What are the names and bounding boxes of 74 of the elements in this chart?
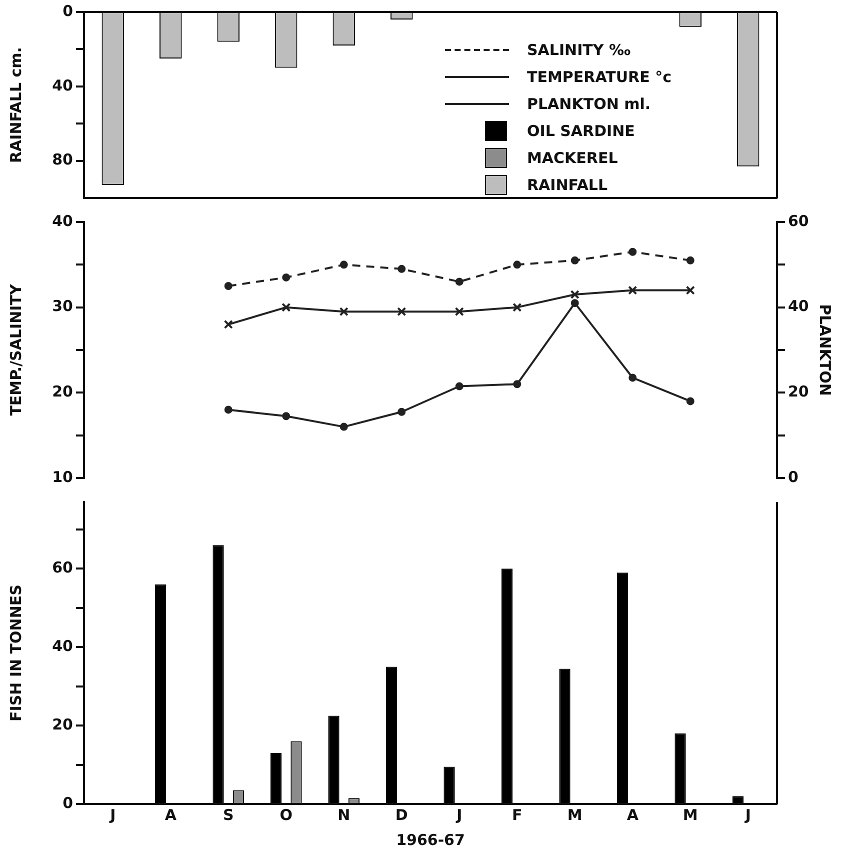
legend-label: TEMPERATURE °c <box>527 68 672 86</box>
y-tick-label: 20 <box>52 715 73 734</box>
bar <box>674 733 686 803</box>
point <box>628 374 637 382</box>
y-axis-title: FISH IN TONNES <box>6 584 25 722</box>
x-tick-label: O <box>280 806 293 824</box>
point <box>455 278 464 286</box>
point <box>282 412 290 420</box>
point <box>340 260 348 269</box>
x-tick-label: D <box>395 806 408 824</box>
bar <box>328 716 340 803</box>
point <box>340 422 348 431</box>
x-tick-label: M <box>682 806 698 824</box>
point <box>397 307 406 316</box>
legend-label: PLANKTON ml. <box>527 94 651 112</box>
point <box>339 307 348 316</box>
x-tick-label: M <box>567 806 582 824</box>
legend-label: SALINITY ‰ <box>527 40 631 58</box>
bar <box>559 668 570 803</box>
point <box>570 299 579 308</box>
bar <box>154 584 166 803</box>
point <box>570 290 580 300</box>
legend-label: OIL SARDINE <box>527 122 635 140</box>
bar <box>616 572 628 803</box>
y2-tick-label: 40 <box>788 297 809 316</box>
y-tick-label: 10 <box>52 468 73 486</box>
x-tick-label: J <box>744 806 751 824</box>
point <box>282 273 290 282</box>
y2-tick-label: 0 <box>788 468 798 486</box>
x-axis-title: 1966-67 <box>396 830 465 849</box>
bar <box>444 766 455 803</box>
point <box>628 248 637 256</box>
point <box>224 406 232 414</box>
bar <box>270 753 282 803</box>
legend-label: MACKEREL <box>527 148 618 166</box>
y-tick-label: 60 <box>52 558 73 577</box>
y-axis-title: RAINFALL cm. <box>6 47 25 163</box>
point <box>398 264 406 273</box>
y-tick-label: 0 <box>62 794 73 812</box>
y2-axis-title: PLANKTON <box>816 304 834 396</box>
x-tick-label: F <box>512 806 522 824</box>
point <box>628 286 638 295</box>
x-tick-label: A <box>164 806 177 824</box>
y-tick-label: 40 <box>52 76 73 94</box>
y-tick-label: 20 <box>52 382 73 401</box>
bar <box>212 545 224 803</box>
point <box>686 397 694 406</box>
x-tick-label: J <box>456 806 462 824</box>
point <box>455 382 464 390</box>
point <box>570 256 579 264</box>
y2-tick-label: 60 <box>788 212 809 230</box>
y-tick-label: 80 <box>52 150 73 169</box>
point <box>398 408 406 416</box>
y-tick-label: 40 <box>52 212 73 230</box>
point <box>686 256 694 264</box>
legend-label: RAINFALL <box>527 176 608 194</box>
point <box>686 286 695 295</box>
x-tick-label: N <box>338 806 350 824</box>
point <box>454 307 464 316</box>
y-tick-label: 30 <box>52 297 73 316</box>
y-tick-label: 0 <box>62 2 73 20</box>
point <box>224 320 233 329</box>
y2-tick-label: 20 <box>788 382 809 401</box>
y-axis-title: TEMP./SALINITY <box>6 283 25 416</box>
point <box>513 260 522 269</box>
point <box>224 282 232 290</box>
x-tick-label: S <box>222 806 234 824</box>
x-tick-label: A <box>626 806 639 824</box>
point <box>282 302 291 312</box>
point <box>513 380 522 388</box>
point <box>512 302 522 312</box>
y-tick-label: 40 <box>52 637 73 656</box>
bar <box>386 666 398 803</box>
x-tick-label: J <box>109 806 116 824</box>
